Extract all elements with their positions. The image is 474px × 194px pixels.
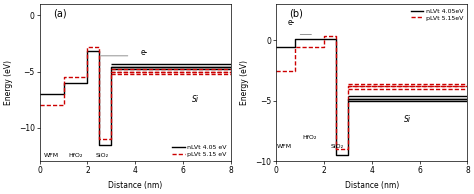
Y-axis label: Energy (eV): Energy (eV) [240,60,249,105]
Legend: nLVt 4.05 eV, pLVt 5.15 eV: nLVt 4.05 eV, pLVt 5.15 eV [171,144,228,158]
Text: SiO₂: SiO₂ [330,144,344,149]
Text: Si: Si [404,115,411,124]
Text: HfO₂: HfO₂ [302,135,317,140]
Legend: nLVt 4.05eV, pLVt 5.15eV: nLVt 4.05eV, pLVt 5.15eV [410,7,465,22]
Text: WFM: WFM [44,153,59,158]
Text: e-: e- [288,18,295,27]
Text: HfO₂: HfO₂ [68,153,82,158]
Y-axis label: Energy (eV): Energy (eV) [4,60,13,105]
Text: e-: e- [140,48,147,57]
Text: Si: Si [192,95,199,104]
X-axis label: Distance (nm): Distance (nm) [345,181,399,190]
Text: (b): (b) [289,9,303,19]
Text: WFM: WFM [277,144,292,149]
X-axis label: Distance (nm): Distance (nm) [108,181,163,190]
Text: (a): (a) [53,9,67,19]
Text: SiO₂: SiO₂ [95,153,109,158]
